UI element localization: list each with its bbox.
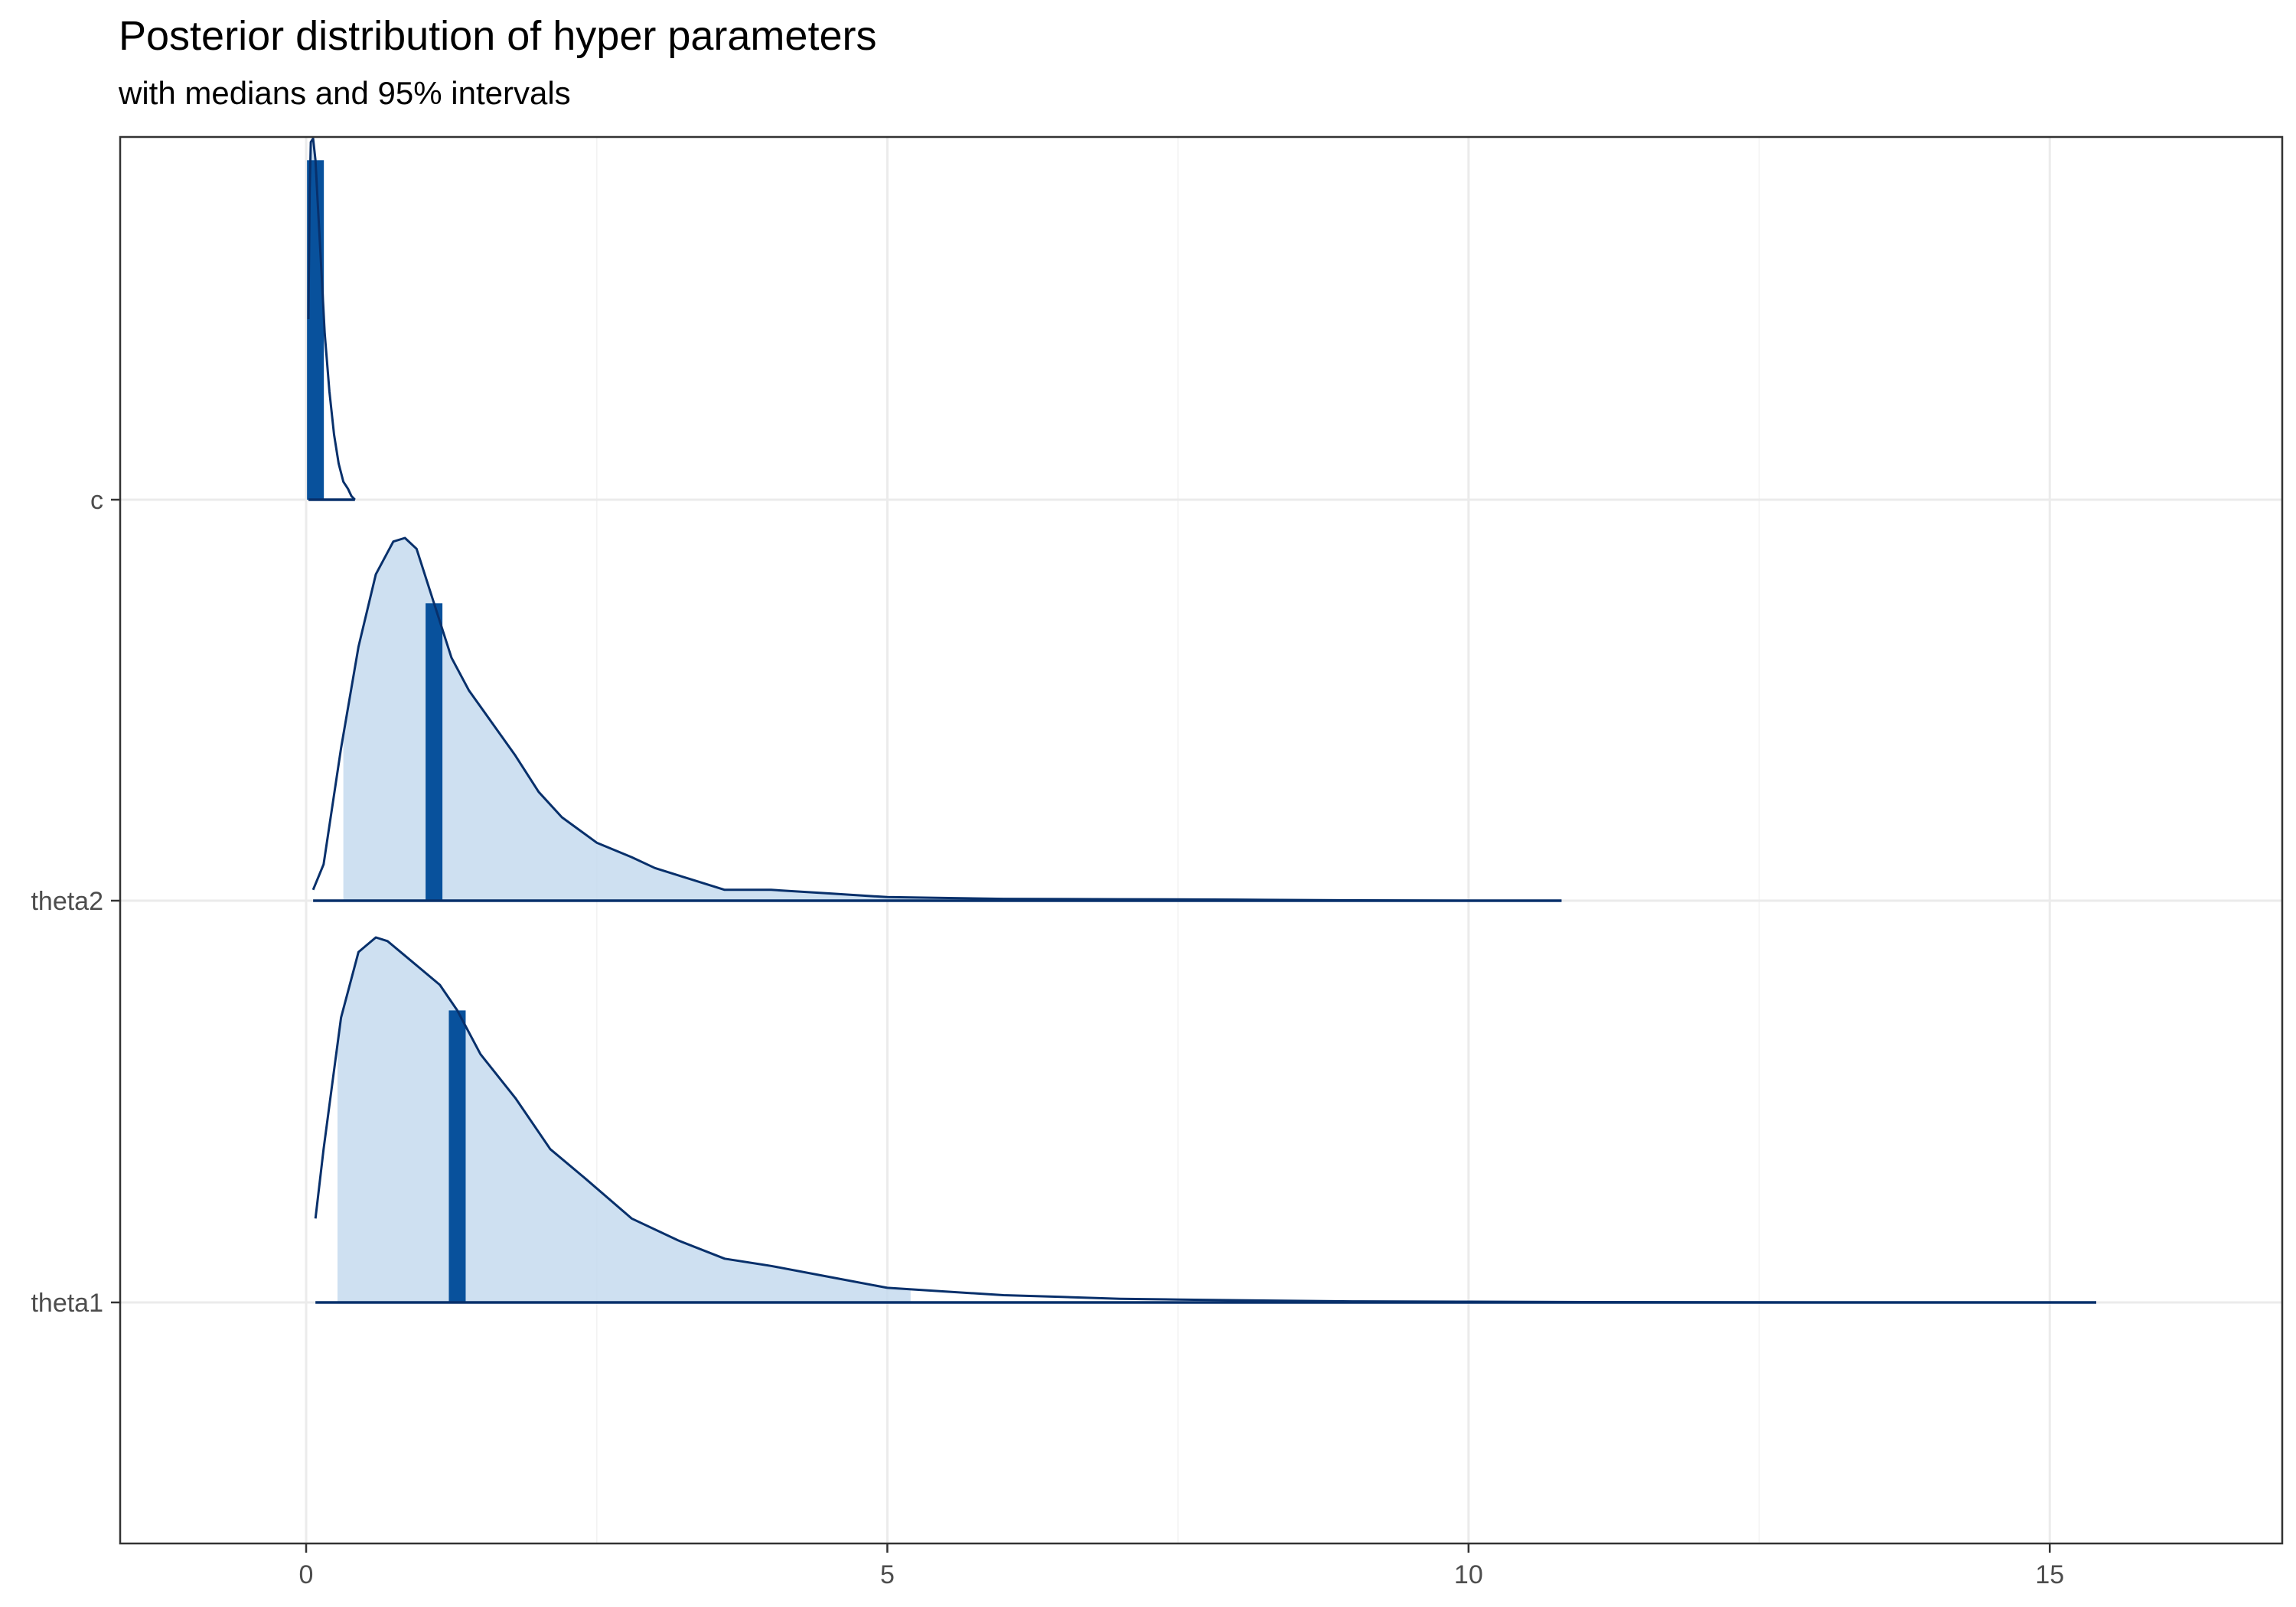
density-curve-theta2 [311,536,1562,902]
x-tick-label: 15 [2035,1560,2064,1589]
panel-border [119,135,2284,1545]
interval-area-theta2 [343,538,1004,901]
interval-area-theta1 [338,937,911,1302]
ridge-layer [307,137,2096,1304]
x-tick-label: 0 [299,1560,314,1589]
chart-subtitle: with medians and 95% intervals [119,75,571,111]
median-bar-theta1 [448,1010,466,1302]
ridge-c [307,137,356,501]
median-bar-theta2 [426,603,443,901]
y-tick-label: c [90,486,103,515]
density-curve-theta1 [314,936,2096,1304]
axis-layer: 0 5 10 15 c theta2 theta1 [31,486,2064,1589]
chart-title: Posterior distribution of hyper paramete… [119,13,877,59]
x-tick-label: 10 [1454,1560,1483,1589]
y-tick-label: theta2 [31,887,103,916]
y-tick-label: theta1 [31,1289,103,1318]
ridge-theta2 [311,536,1562,902]
x-tick-label: 5 [880,1560,895,1589]
density-curve-c [307,137,356,501]
grid-layer [120,137,2282,1543]
ridge-theta1 [314,936,2096,1304]
